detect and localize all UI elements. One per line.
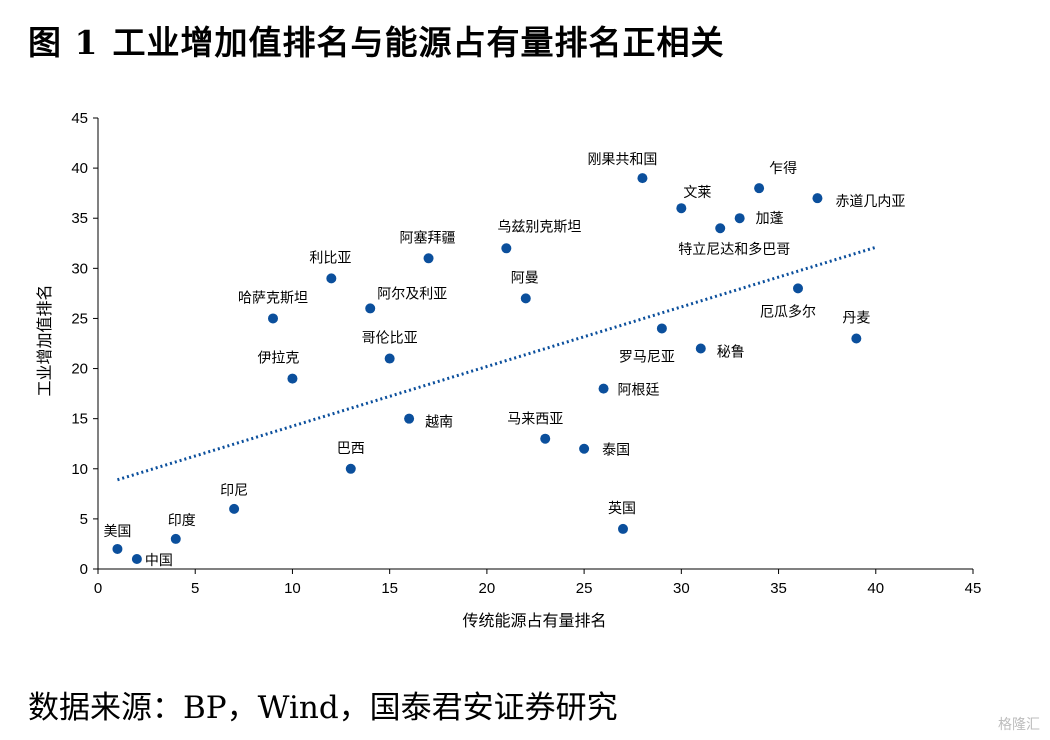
data-point <box>695 343 706 354</box>
x-tick-label: 40 <box>867 580 884 597</box>
data-point <box>579 443 590 454</box>
point-label: 刚果共和国 <box>587 152 657 168</box>
point-label: 美国 <box>103 524 131 540</box>
x-tick-label: 5 <box>191 580 199 597</box>
x-tick-label: 20 <box>479 580 496 597</box>
y-tick-label: 45 <box>71 110 88 127</box>
y-tick-label: 5 <box>80 511 88 528</box>
point-label: 厄瓜多尔 <box>760 303 816 320</box>
point-label: 乍得 <box>769 160 797 177</box>
point-label: 哥伦比亚 <box>362 331 418 347</box>
watermark: 格隆汇 <box>998 717 1040 733</box>
point-label: 哈萨克斯坦 <box>238 290 308 306</box>
data-point <box>656 323 667 334</box>
scatter-chart: 0 5 10 15 20 25 30 35 40 45 0 5 10 15 20 25 30 35 40 45 传统能源… <box>35 110 981 630</box>
x-tick-label: 15 <box>381 580 398 597</box>
data-source-note: 数据来源：BP，Wind，国泰君安证券研究 <box>28 690 618 726</box>
point-label: 加蓬 <box>756 211 784 227</box>
x-tick-label: 30 <box>673 580 690 597</box>
data-point <box>540 433 551 444</box>
data-point <box>501 243 512 254</box>
point-label: 阿根廷 <box>618 383 660 399</box>
y-tick-label: 35 <box>71 210 88 227</box>
point-label: 印度 <box>168 513 196 529</box>
data-point <box>793 283 803 294</box>
x-tick-label: 10 <box>284 580 301 597</box>
point-label: 越南 <box>425 415 453 431</box>
y-tick-label: 15 <box>71 411 88 428</box>
data-point <box>384 353 395 364</box>
trendline-layer <box>117 245 877 482</box>
point-label: 赤道几内亚 <box>835 194 905 210</box>
y-tick-label: 40 <box>71 160 88 177</box>
y-tick-label: 20 <box>71 361 88 378</box>
x-tick-label: 45 <box>965 580 982 597</box>
y-tick-label: 30 <box>71 260 88 277</box>
x-tick-label: 25 <box>576 580 593 597</box>
x-axis-title: 传统能源占有量排名 <box>462 611 606 630</box>
data-point <box>637 173 648 184</box>
data-point <box>598 383 609 394</box>
data-point <box>754 183 765 194</box>
point-label: 泰国 <box>602 443 630 459</box>
point-label: 丹麦 <box>842 310 870 326</box>
data-point <box>423 253 434 264</box>
figure-number: 图 1 <box>28 23 99 62</box>
point-label: 文莱 <box>683 185 711 201</box>
data-point <box>851 333 862 344</box>
axes: 0 5 10 15 20 25 30 35 40 45 0 5 10 15 20 25 30 35 40 45 传统能源… <box>35 110 981 630</box>
data-point <box>268 313 278 324</box>
point-label: 中国 <box>145 553 173 569</box>
y-axis-title: 工业增加值排名 <box>35 284 54 396</box>
data-point <box>715 223 726 234</box>
x-tick-label: 0 <box>94 580 102 597</box>
points-layer <box>112 173 862 564</box>
x-tick-label: 35 <box>770 580 787 597</box>
data-point <box>404 413 415 424</box>
trendline <box>117 245 877 482</box>
point-label: 秘鲁 <box>717 345 745 361</box>
data-point <box>520 293 531 304</box>
point-label: 阿塞拜疆 <box>400 229 456 246</box>
data-point <box>365 303 376 314</box>
y-tick-label: 0 <box>80 561 88 578</box>
point-label: 利比亚 <box>309 250 351 266</box>
point-label: 特立尼达和多巴哥 <box>678 241 790 258</box>
point-label: 英国 <box>608 500 636 517</box>
point-label: 乌兹别克斯坦 <box>497 219 581 235</box>
point-label: 巴西 <box>337 441 365 457</box>
y-tick-label: 25 <box>71 310 88 327</box>
point-label: 阿曼 <box>511 270 539 286</box>
figure-title-text: 工业增加值排名与能源占有量排名正相关 <box>112 23 725 62</box>
data-point <box>676 203 687 214</box>
y-tick-label: 10 <box>71 461 88 478</box>
data-point <box>112 543 123 554</box>
data-point <box>345 463 356 474</box>
data-point <box>131 553 142 564</box>
point-label: 伊拉克 <box>257 351 299 367</box>
data-point <box>734 213 745 224</box>
data-point <box>170 533 181 544</box>
data-point <box>229 503 240 514</box>
point-label: 阿尔及利亚 <box>377 286 447 302</box>
data-point <box>326 273 337 284</box>
figure-title: 图 1 工业增加值排名与能源占有量排名正相关 <box>28 16 724 64</box>
point-label: 印尼 <box>220 483 248 499</box>
data-point <box>618 523 628 534</box>
point-label: 罗马尼亚 <box>619 349 675 365</box>
data-point <box>812 193 823 204</box>
point-label: 马来西亚 <box>507 412 563 428</box>
data-point <box>287 373 298 384</box>
